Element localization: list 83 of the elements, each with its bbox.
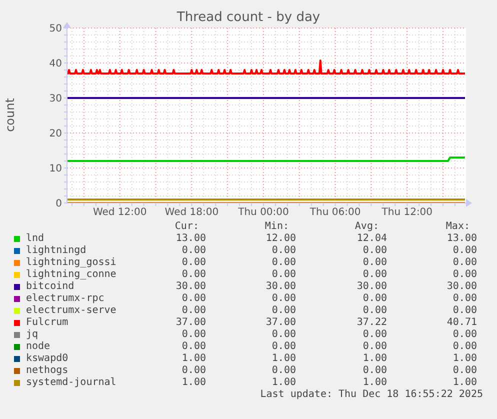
text: 0.00 <box>452 365 477 377</box>
text: Avg: <box>354 221 379 233</box>
text: 30.00 <box>176 281 206 293</box>
text: Last update: Thu Dec 18 16:55:22 2025 <box>260 389 483 401</box>
text: 0.00 <box>452 257 477 269</box>
legend-label: Fulcrum <box>26 317 68 329</box>
text: 0.00 <box>272 245 296 257</box>
text: 0.00 <box>182 245 206 257</box>
text: 1.00 <box>182 377 206 389</box>
text: 0.00 <box>182 365 206 377</box>
legend-label: electrumx-rpc <box>26 293 104 305</box>
x-tick-label: Thu 00:00 <box>237 207 289 218</box>
legend-label: node <box>26 341 50 353</box>
text: Max: <box>446 221 470 233</box>
text: 0.00 <box>362 305 387 317</box>
y-tick-label: 20 <box>49 128 62 140</box>
text: 0.00 <box>362 257 387 269</box>
text: 37.00 <box>266 317 296 329</box>
y-axis-title: count <box>3 98 17 132</box>
text: 0.00 <box>452 341 477 353</box>
text: 0.00 <box>362 269 387 281</box>
y-tick-label: 40 <box>49 58 62 70</box>
text: 0.00 <box>362 329 387 341</box>
text: 0.00 <box>272 257 296 269</box>
text: 0.00 <box>182 293 206 305</box>
text: 0.00 <box>182 269 206 281</box>
legend-label: kswapd0 <box>26 353 68 365</box>
text: 0.00 <box>362 245 387 257</box>
text: 0.00 <box>182 257 206 269</box>
text: 0.00 <box>182 341 206 353</box>
legend-label: jq <box>26 329 38 341</box>
text: 0.00 <box>272 341 296 353</box>
text: 0.00 <box>272 305 296 317</box>
y-tick-label: 0 <box>56 198 62 210</box>
text: 1.00 <box>182 353 206 365</box>
y-tick-label: 30 <box>49 94 62 105</box>
text: 0.00 <box>452 245 477 257</box>
text: 13.00 <box>176 233 206 245</box>
text: 1.00 <box>452 353 477 365</box>
legend-label: lightningd <box>26 245 86 257</box>
text: 0.00 <box>452 329 477 341</box>
text: 12.04 <box>356 233 387 245</box>
text: 1.00 <box>362 353 387 365</box>
x-tick-label: Thu 12:00 <box>380 207 433 218</box>
text: 0.00 <box>452 269 477 281</box>
text: 0.00 <box>362 293 387 305</box>
text: 0.00 <box>272 365 296 377</box>
legend-label: electrumx-serve <box>26 305 116 317</box>
x-tick-label: Wed 18:00 <box>164 207 219 218</box>
text: 0.00 <box>362 341 387 353</box>
text: 37.00 <box>176 317 206 329</box>
text: 30.00 <box>446 281 477 293</box>
text: 0.00 <box>272 269 296 281</box>
text: 1.00 <box>272 377 296 389</box>
text: 0.00 <box>182 329 206 341</box>
y-tick-label: 50 <box>49 24 62 35</box>
text: 1.00 <box>362 377 387 389</box>
text: 0.00 <box>452 293 477 305</box>
text: 40.71 <box>446 317 477 329</box>
text: 0.00 <box>272 293 296 305</box>
y-tick-label: 10 <box>49 164 62 175</box>
chart-title: Thread count - by day <box>176 10 322 25</box>
text: 12.00 <box>266 233 296 245</box>
legend-label: nethogs <box>26 365 68 377</box>
x-tick-label: Thu 06:00 <box>308 207 361 218</box>
legend-label: systemd-journal <box>26 377 116 389</box>
legend-label: lightning_conne <box>26 269 116 281</box>
legend-label: lnd <box>26 233 44 245</box>
text: 30.00 <box>356 281 387 293</box>
x-tick-label: Wed 12:00 <box>92 207 147 218</box>
text: Cur: <box>174 221 199 233</box>
legend-label: bitcoind <box>26 281 74 293</box>
text: 13.00 <box>446 233 477 245</box>
text: 37.22 <box>356 317 387 329</box>
text: 0.00 <box>452 305 477 317</box>
text: Min: <box>264 221 289 233</box>
text: 0.00 <box>182 305 206 317</box>
text: 0.00 <box>362 365 387 377</box>
text: 1.00 <box>272 353 296 365</box>
text: 0.00 <box>272 329 296 341</box>
legend-label: lightning_gossi <box>26 257 116 269</box>
text: 30.00 <box>266 281 296 293</box>
text: 1.00 <box>452 377 477 389</box>
